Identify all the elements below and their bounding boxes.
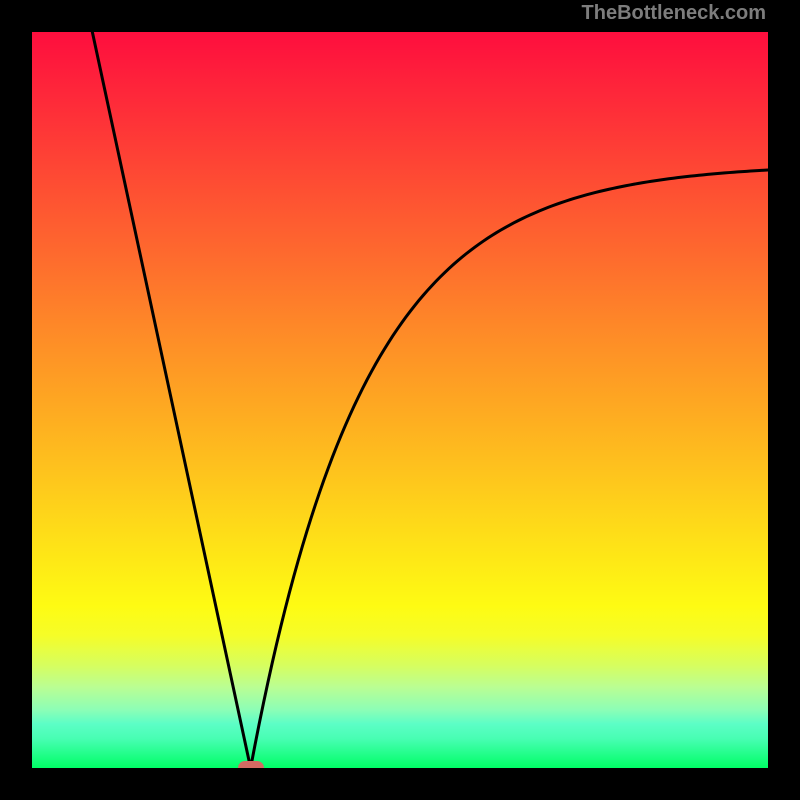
- frame-border-right: [768, 0, 800, 800]
- frame-border-bottom: [0, 768, 800, 800]
- frame-border-left: [0, 0, 32, 800]
- chart-frame: TheBottleneck.com: [0, 0, 800, 800]
- plot-area: [32, 32, 768, 768]
- bottleneck-curve: [32, 32, 768, 768]
- watermark-text: TheBottleneck.com: [582, 2, 766, 25]
